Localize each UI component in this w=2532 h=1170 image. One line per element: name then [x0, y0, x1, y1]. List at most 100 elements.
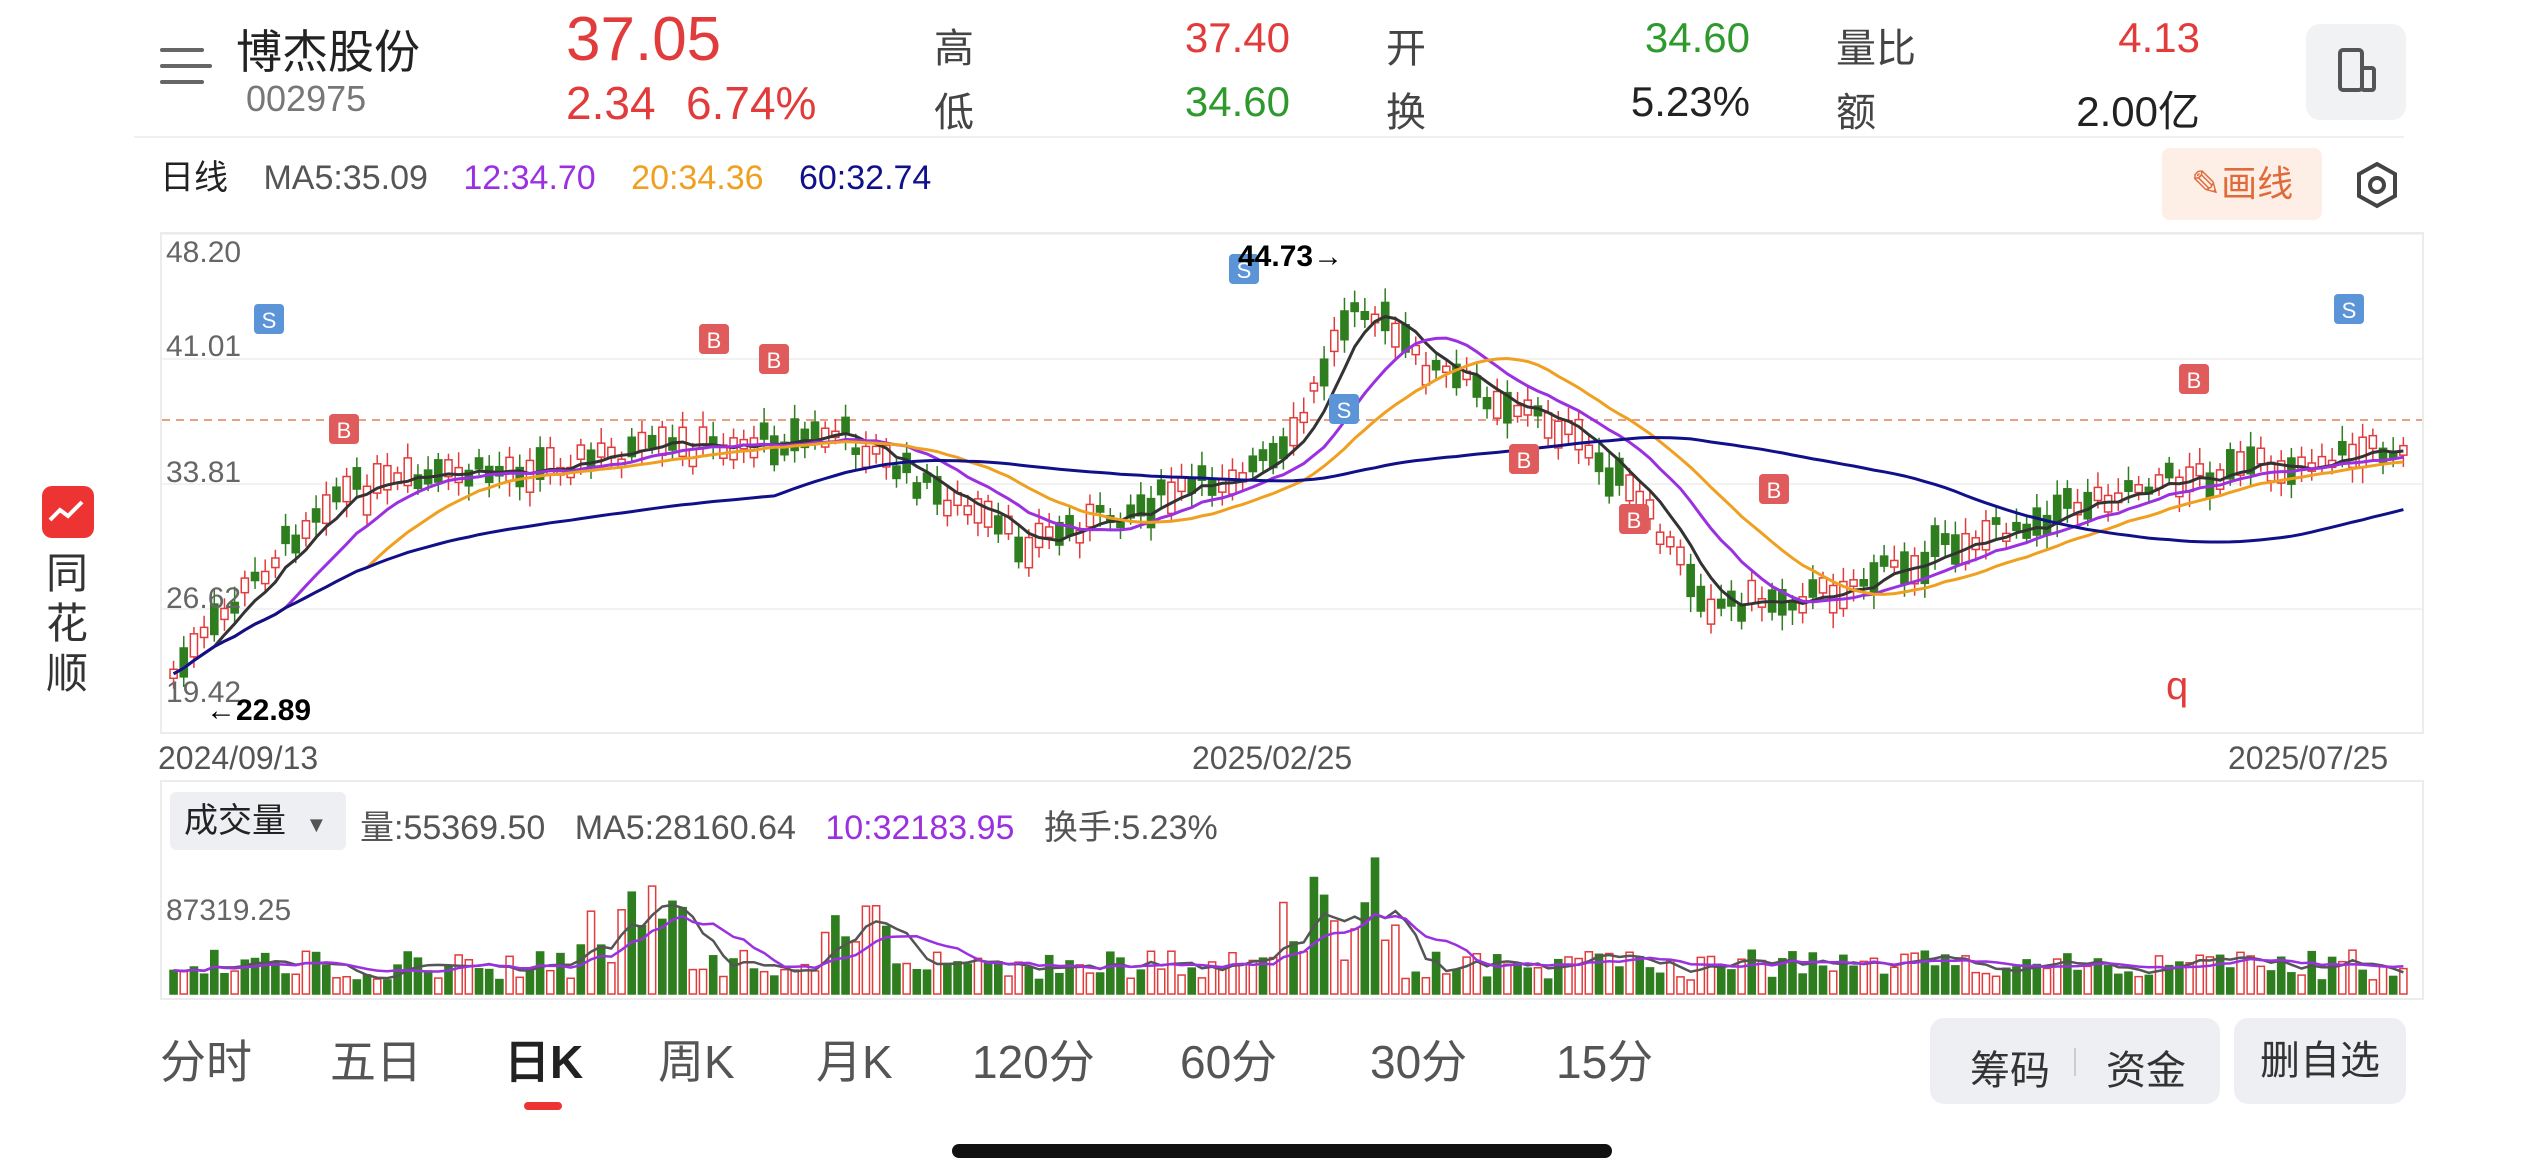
tab-15min[interactable]: 15分 [1556, 1036, 1654, 1088]
tab-daily-k[interactable]: 日K [504, 1036, 584, 1088]
ytick-4: 26.62 [166, 582, 242, 615]
candle-body [209, 603, 219, 636]
volume-bar [1340, 959, 1349, 995]
candle-body [240, 577, 250, 594]
ytick-3: 33.81 [166, 456, 242, 489]
volume-bar [1889, 966, 1899, 995]
candle-body [1085, 503, 1095, 528]
candle-body [2032, 507, 2042, 536]
indicator-label: 成交量 [184, 802, 286, 840]
candle-body [627, 436, 637, 458]
tab-wuri[interactable]: 五日 [330, 1036, 422, 1088]
candle-body [1625, 474, 1634, 502]
signal-badge: B [1509, 444, 1539, 474]
vol-value: 量:55369.50 [360, 809, 546, 847]
volume-bar [1665, 959, 1675, 995]
volume-bar [1604, 952, 1614, 995]
amount-label: 额 [1836, 91, 1876, 135]
volume-bar [1859, 960, 1869, 995]
volume-bar [810, 970, 820, 995]
candle-body [311, 508, 321, 523]
kline-chart[interactable]: S B B B S S B B B B S [160, 232, 2424, 734]
candle-body [2073, 501, 2082, 516]
settings-icon[interactable] [2350, 158, 2404, 212]
volume-bar [1564, 956, 1573, 995]
open-label: 开 [1386, 27, 1426, 71]
volume-bar [2144, 974, 2154, 995]
signal-badge: B [1619, 504, 1649, 534]
draw-line-label: 画线 [2221, 163, 2294, 204]
volume-bar [2307, 950, 2317, 995]
volume-bar [1299, 950, 1309, 995]
candle-body [1350, 302, 1359, 313]
volume-bar [464, 959, 474, 995]
side-char-2: 花 [46, 600, 89, 647]
volume-bar [1431, 951, 1441, 995]
volume-bar [993, 961, 1003, 995]
volume-bar [800, 963, 810, 995]
volume-bar [1584, 951, 1594, 995]
q-marker[interactable]: q [2166, 664, 2189, 708]
volume-bar [1360, 902, 1370, 995]
candle-body [1553, 420, 1563, 449]
volume-bar [708, 955, 718, 995]
volume-bar [444, 966, 453, 995]
signal-badge: B [699, 324, 729, 354]
tab-60min[interactable]: 60分 [1180, 1036, 1278, 1088]
candle-body [1044, 526, 1054, 539]
candle-body [1655, 531, 1665, 546]
volume-bar [566, 977, 575, 995]
candle-body [1696, 585, 1706, 612]
volume-bar [1370, 857, 1380, 995]
funds-button[interactable]: 资金 [2106, 1049, 2186, 1093]
volume-bar [1319, 894, 1329, 995]
candle-body [2256, 447, 2266, 465]
tab-weekly-k[interactable]: 周K [658, 1036, 735, 1088]
volume-bar [2113, 973, 2123, 995]
remove-watchlist-button[interactable]: 删自选 [2234, 1018, 2406, 1104]
high-value: 37.40 [1184, 14, 1290, 61]
candle-body [515, 466, 525, 488]
volume-bar [841, 936, 850, 995]
candle-body [2093, 486, 2103, 502]
volume-bar [1686, 979, 1695, 995]
volume-bar [2083, 965, 2093, 995]
candle-body [332, 486, 341, 503]
volume-bar [179, 970, 189, 995]
active-tab-indicator [524, 1102, 562, 1110]
tab-30min[interactable]: 30分 [1370, 1036, 1468, 1088]
device-switch-button[interactable] [2306, 24, 2406, 120]
volume-bar [647, 885, 657, 995]
volume-bar [1095, 972, 1105, 995]
volume-bar [2073, 969, 2082, 995]
min-price-label: ←22.89 [206, 694, 312, 727]
side-char-1: 同 [46, 550, 89, 597]
menu-icon[interactable] [160, 46, 212, 90]
candle-body [576, 444, 586, 460]
volume-bar [1207, 961, 1217, 995]
volume-bar [739, 949, 749, 995]
candle-body [271, 557, 280, 569]
phone-icon [2338, 48, 2376, 92]
ma20-value: 20:34.36 [631, 159, 764, 197]
volume-bar [1024, 966, 1034, 995]
candle-body [535, 447, 545, 480]
candle-body [1309, 382, 1319, 392]
volume-bar [2093, 958, 2103, 995]
volume-bar [1635, 955, 1645, 995]
volume-bar [1197, 977, 1207, 995]
volume-bar [1167, 950, 1176, 995]
candle-body [179, 647, 189, 678]
volume-bar [2103, 965, 2113, 995]
indicator-dropdown[interactable]: 成交量 ▼ [170, 792, 346, 850]
low-label: 低 [934, 91, 974, 135]
tab-120min[interactable]: 120分 [972, 1036, 1095, 1088]
candle-body [260, 570, 270, 585]
volume-bar [2246, 955, 2255, 995]
chips-button[interactable]: 筹码 [1970, 1049, 2050, 1093]
tab-monthly-k[interactable]: 月K [816, 1036, 893, 1088]
tab-fenshi[interactable]: 分时 [160, 1036, 252, 1088]
volume-bar [1238, 963, 1247, 995]
volume-chart[interactable] [160, 780, 2424, 1000]
draw-line-button[interactable]: ✎画线 [2162, 148, 2322, 220]
